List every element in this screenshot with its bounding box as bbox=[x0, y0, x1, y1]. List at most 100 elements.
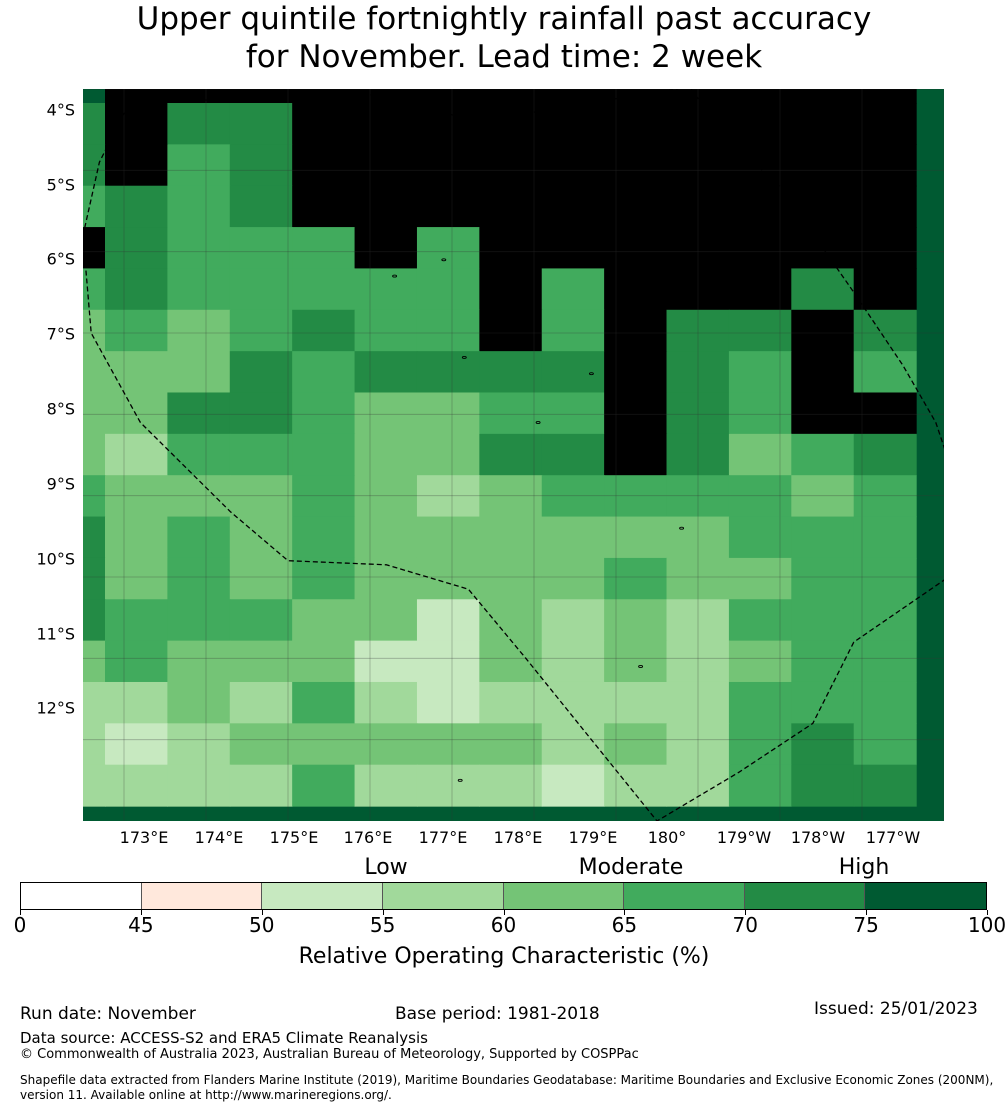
roc-cell bbox=[292, 144, 356, 187]
roc-cell bbox=[604, 764, 668, 807]
roc-cell bbox=[292, 640, 356, 683]
roc-cell bbox=[479, 681, 543, 724]
roc-cell bbox=[416, 599, 480, 642]
roc-cell bbox=[791, 268, 855, 311]
roc-cell bbox=[229, 433, 293, 476]
roc-cell bbox=[479, 516, 543, 559]
roc-cell bbox=[541, 89, 605, 104]
roc-cell bbox=[853, 351, 917, 394]
colorbar-segment bbox=[141, 883, 263, 909]
roc-cell bbox=[229, 392, 293, 435]
roc-cell bbox=[354, 640, 418, 683]
roc-cell bbox=[541, 599, 605, 642]
roc-cell bbox=[541, 185, 605, 228]
map-title: Upper quintile fortnightly rainfall past… bbox=[0, 0, 1008, 76]
roc-map[interactable] bbox=[83, 89, 944, 821]
island-outline bbox=[535, 421, 541, 424]
roc-cell bbox=[791, 764, 855, 807]
roc-cell bbox=[105, 268, 168, 311]
issued-date: Issued: 25/01/2023 bbox=[814, 999, 978, 1019]
lat-label-4s: 4°S bbox=[46, 100, 75, 120]
roc-cell bbox=[604, 557, 668, 600]
roc-cell bbox=[167, 268, 231, 311]
roc-cell bbox=[105, 433, 168, 476]
roc-cell bbox=[728, 640, 792, 683]
roc-cell bbox=[416, 268, 480, 311]
colorbar-tick-mark bbox=[382, 910, 384, 915]
roc-cell bbox=[105, 557, 168, 600]
roc-cell bbox=[666, 764, 730, 807]
roc-cell bbox=[666, 681, 730, 724]
roc-cell bbox=[853, 475, 917, 518]
lon-label-175e: 175°E bbox=[269, 828, 319, 847]
roc-cell bbox=[666, 185, 730, 228]
roc-cell bbox=[728, 764, 792, 807]
roc-cell bbox=[479, 433, 543, 476]
lon-label-176e: 176°E bbox=[343, 828, 393, 847]
roc-cell bbox=[728, 433, 792, 476]
graticule bbox=[83, 89, 944, 821]
roc-cell bbox=[354, 185, 418, 228]
roc-cell bbox=[354, 268, 418, 311]
roc-cell bbox=[728, 227, 792, 270]
roc-cell bbox=[167, 516, 231, 559]
roc-cell bbox=[728, 557, 792, 600]
island-outline bbox=[441, 258, 447, 262]
roc-cell bbox=[83, 433, 106, 476]
roc-cell bbox=[83, 557, 106, 600]
roc-cell bbox=[479, 227, 543, 270]
roc-cell bbox=[354, 309, 418, 352]
roc-cell bbox=[728, 103, 792, 145]
roc-cell bbox=[416, 433, 480, 476]
roc-cell bbox=[416, 351, 480, 394]
roc-cell bbox=[167, 475, 231, 518]
roc-cell bbox=[791, 392, 855, 435]
roc-cell bbox=[791, 144, 855, 187]
roc-cell bbox=[541, 433, 605, 476]
roc-cell bbox=[479, 144, 543, 187]
roc-colorbar bbox=[20, 882, 987, 910]
shapefile-credit-line-2: version 11. Available online at http://w… bbox=[20, 1088, 392, 1102]
roc-cell bbox=[416, 392, 480, 435]
roc-cell bbox=[853, 516, 917, 559]
colorbar-tick-label: 50 bbox=[249, 913, 275, 937]
colorbar-tick-label: 70 bbox=[732, 913, 758, 937]
roc-cell bbox=[229, 599, 293, 642]
category-moderate-label: Moderate bbox=[578, 855, 684, 880]
roc-cell bbox=[728, 599, 792, 642]
lat-label-6s: 6°S bbox=[46, 249, 75, 269]
roc-cell bbox=[416, 185, 480, 228]
roc-cell bbox=[167, 723, 231, 766]
lat-label-12s: 12°S bbox=[36, 698, 75, 718]
roc-cell bbox=[479, 103, 543, 145]
roc-cell bbox=[541, 392, 605, 435]
roc-cell bbox=[292, 227, 356, 270]
roc-cell bbox=[105, 723, 168, 766]
eez-boundary bbox=[83, 89, 944, 821]
roc-cell bbox=[354, 103, 418, 145]
colorbar-tick-mark bbox=[20, 910, 21, 915]
colorbar-segment bbox=[262, 883, 383, 909]
roc-cell bbox=[83, 599, 106, 642]
map-title-line-1: Upper quintile fortnightly rainfall past… bbox=[136, 1, 872, 37]
roc-cell bbox=[728, 516, 792, 559]
colorbar-title: Relative Operating Characteristic (%) bbox=[298, 944, 710, 969]
roc-cell bbox=[292, 475, 356, 518]
roc-cell bbox=[354, 599, 418, 642]
roc-cell bbox=[479, 764, 543, 807]
colorbar-segment bbox=[865, 883, 986, 909]
colorbar-segment bbox=[382, 883, 504, 909]
roc-cell bbox=[853, 764, 917, 807]
roc-cell bbox=[666, 103, 730, 145]
roc-cell bbox=[728, 185, 792, 228]
roc-cell bbox=[416, 516, 480, 559]
roc-cell bbox=[354, 392, 418, 435]
roc-cell bbox=[666, 227, 730, 270]
roc-cell bbox=[83, 681, 106, 724]
roc-cell bbox=[791, 475, 855, 518]
roc-cell bbox=[604, 227, 668, 270]
roc-cell bbox=[292, 723, 356, 766]
roc-cell bbox=[354, 723, 418, 766]
data-source: Data source: ACCESS-S2 and ERA5 Climate … bbox=[20, 1029, 428, 1047]
island-outline bbox=[375, 222, 381, 226]
